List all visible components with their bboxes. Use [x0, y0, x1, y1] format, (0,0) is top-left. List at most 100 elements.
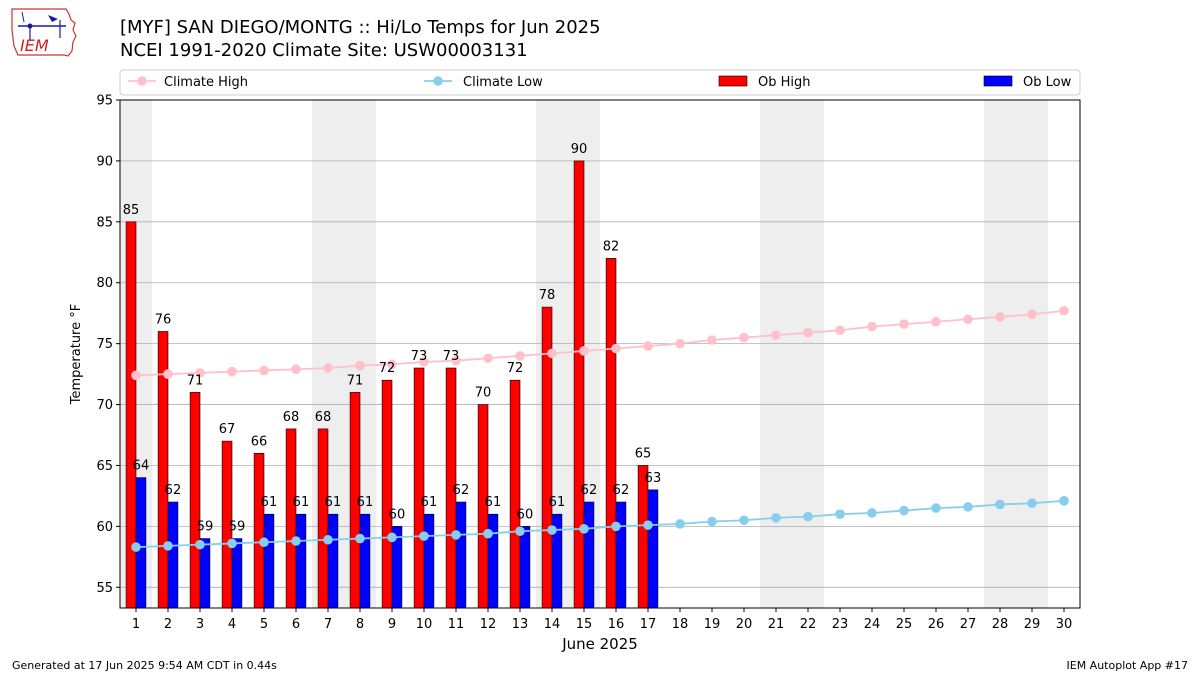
climate-low-point	[1027, 498, 1037, 509]
ob-high-bar	[189, 392, 201, 609]
legend-climate-high-label: Climate High	[164, 75, 248, 90]
ob-high-bar	[381, 379, 393, 609]
ob-high-value-label: 68	[283, 410, 300, 425]
climate-high-point	[803, 327, 813, 338]
ob-high-value-label: 90	[571, 142, 588, 157]
climate-low-point	[131, 542, 141, 552]
weekend-band	[984, 100, 1048, 608]
legend-ob-high-swatch	[718, 75, 748, 87]
climate-high-point	[835, 325, 845, 336]
ob-high-value-label: 68	[315, 410, 332, 425]
climate-low-line	[135, 499, 1065, 548]
gridlines	[120, 160, 1080, 588]
ob-high-value-label: 73	[411, 349, 428, 364]
ob-low-bar	[487, 513, 499, 609]
climate-low-point	[739, 515, 749, 526]
ob-high-bar	[285, 428, 297, 609]
chart-subtitle: NCEI 1991-2020 Climate Site: USW00003131	[120, 40, 528, 61]
climate-high-line	[135, 309, 1065, 377]
climate-low-point	[611, 521, 621, 532]
generated-timestamp: Generated at 17 Jun 2025 9:54 AM CDT in …	[12, 659, 277, 672]
climate-low-point	[803, 511, 813, 522]
y-tick-label: 55	[96, 581, 113, 596]
x-tick-label: 28	[992, 617, 1009, 632]
x-tick-label: 26	[928, 617, 945, 632]
ob-high-value-label: 78	[539, 288, 556, 303]
ob-low-value-label: 63	[645, 471, 662, 486]
logo-text: IEM	[20, 36, 49, 55]
climate-low-point	[355, 533, 365, 544]
climate-low-point	[1059, 495, 1069, 506]
ob-high-value-label: 71	[347, 373, 364, 388]
climate-low-point	[707, 516, 717, 527]
climate-low-point	[227, 538, 237, 549]
climate-high-point	[195, 368, 205, 378]
x-tick-label: 20	[736, 617, 753, 632]
climate-high-point	[483, 353, 493, 364]
x-tick-label: 1	[132, 617, 140, 632]
climate-low-point	[579, 524, 589, 534]
x-tick-label: 24	[864, 617, 881, 632]
ob-low-bar	[519, 526, 531, 609]
climate-low-point	[163, 541, 173, 551]
legend-ob-high-label: Ob High	[758, 75, 811, 90]
x-tick-label: 2	[164, 617, 172, 632]
ob-low-bar	[615, 501, 627, 609]
climate-low-point	[547, 525, 557, 535]
weekend-band	[760, 100, 824, 608]
climate-high-point	[355, 360, 365, 371]
ob-high-value-label: 85	[123, 203, 140, 218]
ob-high-value-label: 72	[379, 361, 396, 376]
ob-low-value-label: 62	[581, 483, 598, 498]
climate-high-point	[419, 357, 429, 367]
ob-low-value-label: 60	[517, 507, 534, 522]
legend-ob-low-swatch	[983, 75, 1013, 87]
ob-high-value-label: 70	[475, 386, 492, 401]
x-tick-label: 16	[608, 617, 625, 632]
autoplot-app-label: IEM Autoplot App #17	[1066, 659, 1189, 672]
climate-high-point	[643, 341, 653, 351]
x-tick-label: 22	[800, 617, 817, 632]
climate-high-point	[899, 319, 909, 329]
ob-high-value-label: 65	[635, 446, 652, 461]
ob-low-value-label: 62	[453, 483, 470, 498]
climate-high-point	[611, 343, 621, 354]
climate-low-point	[323, 534, 333, 545]
y-tick-label: 90	[96, 154, 113, 169]
climate-high-point	[131, 370, 141, 381]
climate-high-point	[387, 359, 397, 370]
ob-low-value-label: 59	[197, 520, 214, 535]
climate-high-point	[931, 316, 941, 327]
climate-low-point	[867, 508, 877, 518]
x-tick-label: 12	[480, 617, 497, 632]
ob-high-value-label: 67	[219, 422, 236, 437]
ob-high-value-label: 72	[507, 361, 524, 376]
ob-low-bar	[327, 513, 339, 609]
x-tick-label: 11	[448, 617, 465, 632]
ob-low-bar	[583, 501, 595, 609]
weather-station-icon	[18, 11, 66, 40]
x-tick-label: 6	[292, 617, 300, 632]
climate-high-point	[515, 351, 525, 361]
climate-low-point	[643, 520, 653, 530]
ob-low-value-label: 64	[133, 459, 150, 474]
x-tick-label: 23	[832, 617, 849, 632]
y-tick-label: 60	[96, 520, 113, 535]
ob-high-value-label: 66	[251, 434, 268, 449]
x-tick-label: 25	[896, 617, 913, 632]
climate-low-point	[483, 528, 493, 539]
climate-low-point	[675, 519, 685, 529]
bars	[125, 160, 659, 609]
climate-low-point	[771, 513, 781, 523]
data-labels: 85 76 71 67 66 68 68 71 72 73 73 70 72 78 90 82 65 64 62 59…	[123, 142, 661, 535]
ob-high-value-label: 73	[443, 349, 460, 364]
climate-low-point	[515, 526, 525, 537]
y-tick-label: 85	[96, 215, 113, 230]
ob-high-value-label: 76	[155, 312, 172, 327]
x-tick-label: 21	[768, 617, 785, 632]
climate-high-point	[323, 363, 333, 373]
x-tick-label: 18	[672, 617, 689, 632]
ob-high-bar	[253, 452, 265, 609]
legend: Climate High Climate Low Ob High Ob Low	[119, 69, 1081, 96]
legend-climate-low-marker	[433, 76, 443, 86]
